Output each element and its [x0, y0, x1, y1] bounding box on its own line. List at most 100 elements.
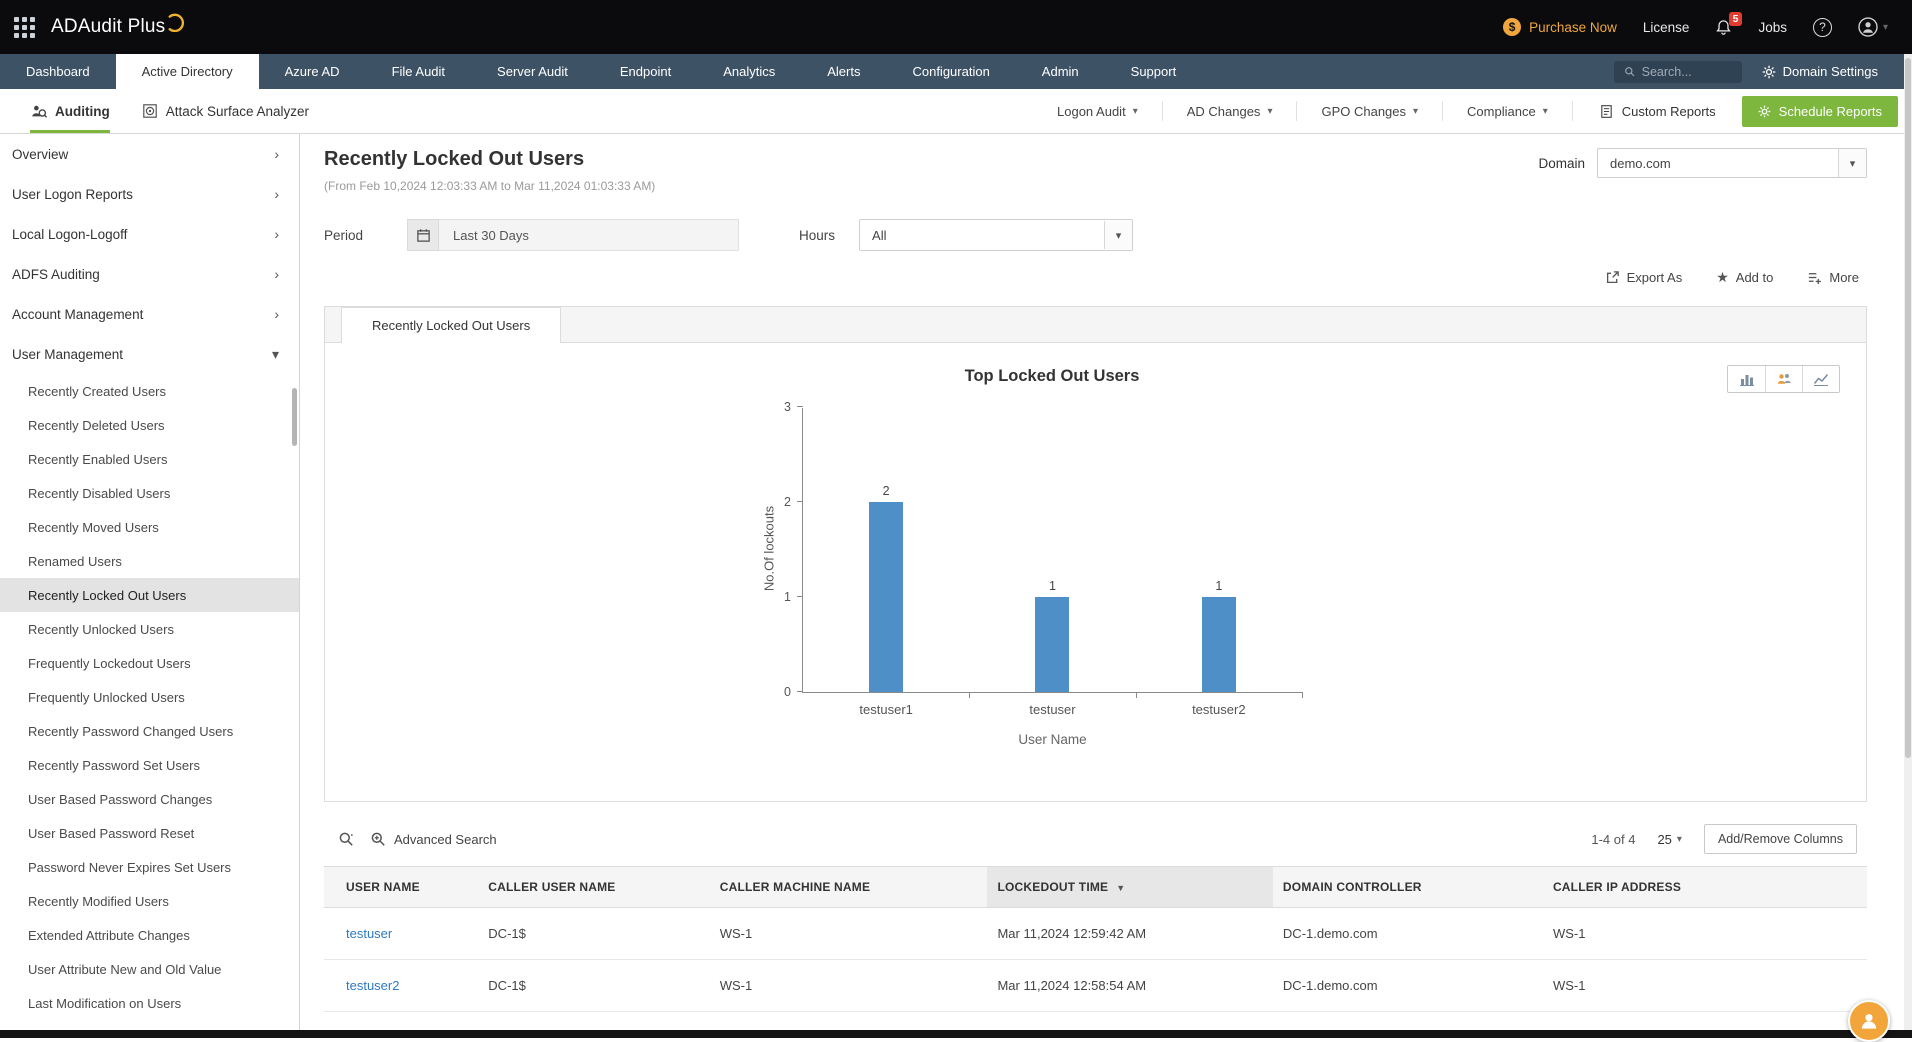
- schedule-reports-button[interactable]: Schedule Reports: [1741, 95, 1898, 127]
- sidebar-subitem-recently-deleted-users[interactable]: Recently Deleted Users: [28, 417, 165, 433]
- period-input[interactable]: Last 30 Days: [439, 219, 740, 251]
- hours-select[interactable]: All ▾: [859, 219, 1134, 251]
- topbar-left: ADAudit Plus: [14, 13, 185, 38]
- nav-tab-endpoint[interactable]: Endpoint: [619, 64, 672, 79]
- page-size-select[interactable]: 25 ▾: [1657, 832, 1682, 847]
- chart-x-axis-label: User Name: [1018, 732, 1087, 747]
- sidebar-item-overview[interactable]: Overview ›: [0, 134, 299, 174]
- column-header-domain-controller[interactable]: DOMAIN CONTROLLER: [1272, 866, 1543, 908]
- sidebar-subitem-recently-modified-users[interactable]: Recently Modified Users: [28, 893, 169, 909]
- sidebar-subitem-recently-enabled-users[interactable]: Recently Enabled Users: [28, 451, 168, 467]
- chart-bar: [1035, 597, 1070, 692]
- column-header-caller-ip-address[interactable]: CALLER IP ADDRESS: [1542, 866, 1867, 908]
- bar-chart-icon[interactable]: [1728, 366, 1765, 392]
- toolbar-right: Logon Audit ▾ AD Changes ▾ GPO Changes ▾ Compl…: [1033, 95, 1898, 127]
- column-header-caller-user-name[interactable]: CALLER USER NAME: [478, 866, 710, 908]
- table-cell: DC-1.demo.com: [1272, 959, 1543, 1012]
- quick-search-icon[interactable]: [338, 831, 354, 847]
- table-cell: DC-1.demo.com: [1272, 907, 1543, 960]
- period-label: Period: [324, 227, 364, 243]
- calendar-button[interactable]: [407, 219, 440, 251]
- sidebar-subitem-extended-attribute-changes[interactable]: Extended Attribute Changes: [28, 927, 190, 943]
- sidebar-subitem-recently-unlocked-users[interactable]: Recently Unlocked Users: [28, 621, 174, 637]
- more-button[interactable]: More: [1807, 270, 1859, 285]
- user-menu-button[interactable]: ▾: [1858, 17, 1888, 37]
- column-header-user-name[interactable]: USER NAME: [324, 866, 479, 908]
- nav-tab-server-audit[interactable]: Server Audit: [497, 64, 568, 79]
- license-link[interactable]: License: [1642, 19, 1690, 35]
- notifications-button[interactable]: 5: [1715, 11, 1743, 36]
- bottom-edge-bar: [0, 1030, 1912, 1038]
- toolbar-menu-gpo-changes[interactable]: GPO Changes ▾: [1297, 101, 1444, 121]
- custom-reports-icon: [1600, 104, 1612, 118]
- toolbar-menu-ad-changes[interactable]: AD Changes ▾: [1163, 101, 1298, 121]
- nav-tab-alerts[interactable]: Alerts: [827, 64, 861, 79]
- tab-recently-locked-out-users[interactable]: Recently Locked Out Users: [341, 307, 562, 343]
- global-search[interactable]: [1613, 60, 1742, 83]
- sidebar-subitem-recently-created-users[interactable]: Recently Created Users: [28, 383, 166, 399]
- caret-down-icon: ▾: [1882, 21, 1888, 33]
- custom-reports-button[interactable]: Custom Reports: [1599, 104, 1716, 119]
- advanced-search-button[interactable]: Advanced Search: [370, 831, 497, 847]
- topbar-right: $ Purchase Now License 5 Jobs ? ▾: [1503, 11, 1888, 37]
- add-to-button[interactable]: ★ Add to: [1716, 269, 1773, 286]
- sidebar-list: Overview › User Logon Reports › Local Logon-…: [0, 134, 299, 1020]
- toolbar-menu-label: AD Changes: [1186, 103, 1261, 119]
- toolbar-menu-logon-audit[interactable]: Logon Audit ▾: [1033, 101, 1163, 121]
- sidebar-item-user-management[interactable]: User Management ▾: [0, 334, 299, 374]
- nav-tab-dashboard[interactable]: Dashboard: [26, 64, 90, 79]
- search-input[interactable]: [1641, 64, 1732, 79]
- chart-bar: [869, 502, 904, 692]
- tab-attack-surface-analyzer[interactable]: Attack Surface Analyzer: [142, 89, 309, 133]
- sidebar-subitem-frequently-unlocked-users[interactable]: Frequently Unlocked Users: [28, 689, 185, 705]
- column-header-lockedout-time[interactable]: LOCKEDOUT TIME ▼: [987, 866, 1273, 908]
- sidebar-subitem-recently-disabled-users[interactable]: Recently Disabled Users: [28, 485, 171, 501]
- jobs-link[interactable]: Jobs: [1758, 19, 1787, 35]
- sidebar-subitem-renamed-users[interactable]: Renamed Users: [28, 553, 122, 569]
- toolbar-menu-compliance[interactable]: Compliance ▾: [1443, 101, 1573, 121]
- sidebar-subitem-user-based-password-reset[interactable]: User Based Password Reset: [28, 825, 195, 841]
- sidebar-subitem-password-never-expires-set-users[interactable]: Password Never Expires Set Users: [28, 859, 232, 875]
- apps-grid-icon[interactable]: [14, 16, 35, 38]
- support-chat-button[interactable]: [1848, 1000, 1890, 1042]
- sidebar-item-user-logon-reports[interactable]: User Logon Reports ›: [0, 174, 299, 214]
- sidebar-subitem-recently-password-set-users[interactable]: Recently Password Set Users: [28, 757, 200, 773]
- add-remove-columns-button[interactable]: Add/Remove Columns: [1703, 824, 1857, 854]
- sidebar-item-adfs-auditing[interactable]: ADFS Auditing ›: [0, 254, 299, 294]
- user-name-link[interactable]: testuser2: [324, 959, 479, 1012]
- help-button[interactable]: ?: [1812, 17, 1832, 37]
- domain-select[interactable]: demo.com ▾: [1597, 148, 1867, 178]
- sidebar-item-local-logon-logoff[interactable]: Local Logon-Logoff ›: [0, 214, 299, 254]
- column-header-caller-machine-name[interactable]: CALLER MACHINE NAME: [709, 866, 988, 908]
- sidebar-subitem-user-attribute-new-and-old-value[interactable]: User Attribute New and Old Value: [28, 961, 222, 977]
- user-name-link[interactable]: testuser: [324, 907, 479, 960]
- chart-category-label: testuser2: [1192, 702, 1246, 717]
- chevron-right-icon: ›: [274, 146, 279, 162]
- sidebar-subitem-last-modification-on-users[interactable]: Last Modification on Users: [28, 995, 182, 1011]
- sidebar-subitem-recently-moved-users[interactable]: Recently Moved Users: [28, 519, 159, 535]
- custom-reports-label: Custom Reports: [1621, 103, 1716, 119]
- nav-tab-azure-ad[interactable]: Azure AD: [284, 64, 340, 79]
- nav-tab-support[interactable]: Support: [1130, 64, 1177, 79]
- nav-tab-admin[interactable]: Admin: [1041, 64, 1079, 79]
- sidebar-scrollbar-thumb[interactable]: [292, 388, 297, 446]
- domain-settings-button[interactable]: Domain Settings: [1762, 64, 1878, 79]
- export-as-button[interactable]: Export As: [1605, 270, 1682, 285]
- tab-auditing[interactable]: Auditing: [30, 89, 110, 133]
- table-cell: WS-1: [1542, 959, 1867, 1012]
- sidebar-subitem-recently-locked-out-users[interactable]: Recently Locked Out Users: [0, 578, 299, 612]
- sidebar-subitem-recently-password-changed-users[interactable]: Recently Password Changed Users: [28, 723, 234, 739]
- sidebar-subitem-user-based-password-changes[interactable]: User Based Password Changes: [28, 791, 213, 807]
- users-view-icon[interactable]: [1765, 366, 1802, 392]
- nav-tab-file-audit[interactable]: File Audit: [391, 64, 446, 79]
- line-chart-icon[interactable]: [1802, 366, 1839, 392]
- nav-tab-configuration[interactable]: Configuration: [912, 64, 990, 79]
- caret-down-icon: ▾: [271, 345, 279, 362]
- page-scrollbar-thumb[interactable]: [1905, 58, 1911, 758]
- nav-tab-active-directory[interactable]: Active Directory: [115, 54, 259, 89]
- purchase-now-button[interactable]: $ Purchase Now: [1503, 18, 1617, 36]
- sidebar-item-account-management[interactable]: Account Management ›: [0, 294, 299, 334]
- nav-tab-analytics[interactable]: Analytics: [723, 64, 776, 79]
- report-content: Recently Locked Out Users (From Feb 10,2…: [300, 134, 1912, 1038]
- sidebar-subitem-frequently-lockedout-users[interactable]: Frequently Lockedout Users: [28, 655, 191, 671]
